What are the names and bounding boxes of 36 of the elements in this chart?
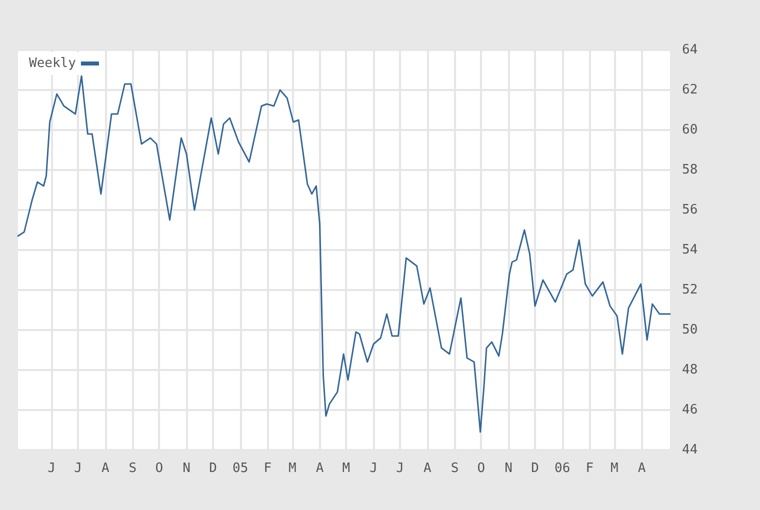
x-tick-label: M [342, 461, 350, 476]
y-tick-label: 58 [682, 162, 698, 178]
y-tick-label: 50 [682, 322, 698, 338]
y-tick-label: 52 [682, 282, 698, 298]
x-tick-label: O [477, 461, 486, 476]
x-tick-label: J [74, 461, 82, 476]
x-tick-label: D [531, 461, 540, 476]
y-tick-label: 56 [682, 202, 698, 218]
y-tick-label: 54 [682, 242, 698, 258]
x-tick-label: O [155, 461, 164, 476]
x-tick-label: A [101, 461, 110, 476]
x-tick-label: M [288, 461, 296, 476]
x-tick-label: N [182, 461, 190, 476]
x-tick-label: 06 [554, 461, 570, 476]
x-tick-label: F [264, 461, 272, 476]
x-tick-label: F [586, 461, 594, 476]
x-tick-label: A [638, 461, 646, 476]
x-tick-label: J [48, 461, 56, 476]
x-tick-label: M [610, 461, 619, 476]
x-tick-label: S [450, 461, 459, 476]
y-tick-label: 44 [682, 442, 698, 458]
x-tick-label: A [423, 461, 432, 476]
x-tick-label: J [396, 461, 404, 476]
x-tick-label: 05 [232, 461, 248, 476]
y-tick-label: 46 [682, 402, 698, 418]
x-tick-label: A [316, 461, 324, 476]
y-tick-label: 64 [682, 42, 698, 58]
y-tick-label: 60 [682, 122, 698, 138]
x-tick-label: S [128, 461, 137, 476]
y-tick-label: 62 [682, 82, 698, 98]
line-series [17, 75, 671, 433]
x-tick-label: N [504, 461, 512, 476]
x-tick-label: D [209, 461, 218, 476]
y-tick-label: 48 [682, 362, 698, 378]
x-tick-label: J [370, 461, 378, 476]
legend-label: Weekly [28, 56, 76, 71]
